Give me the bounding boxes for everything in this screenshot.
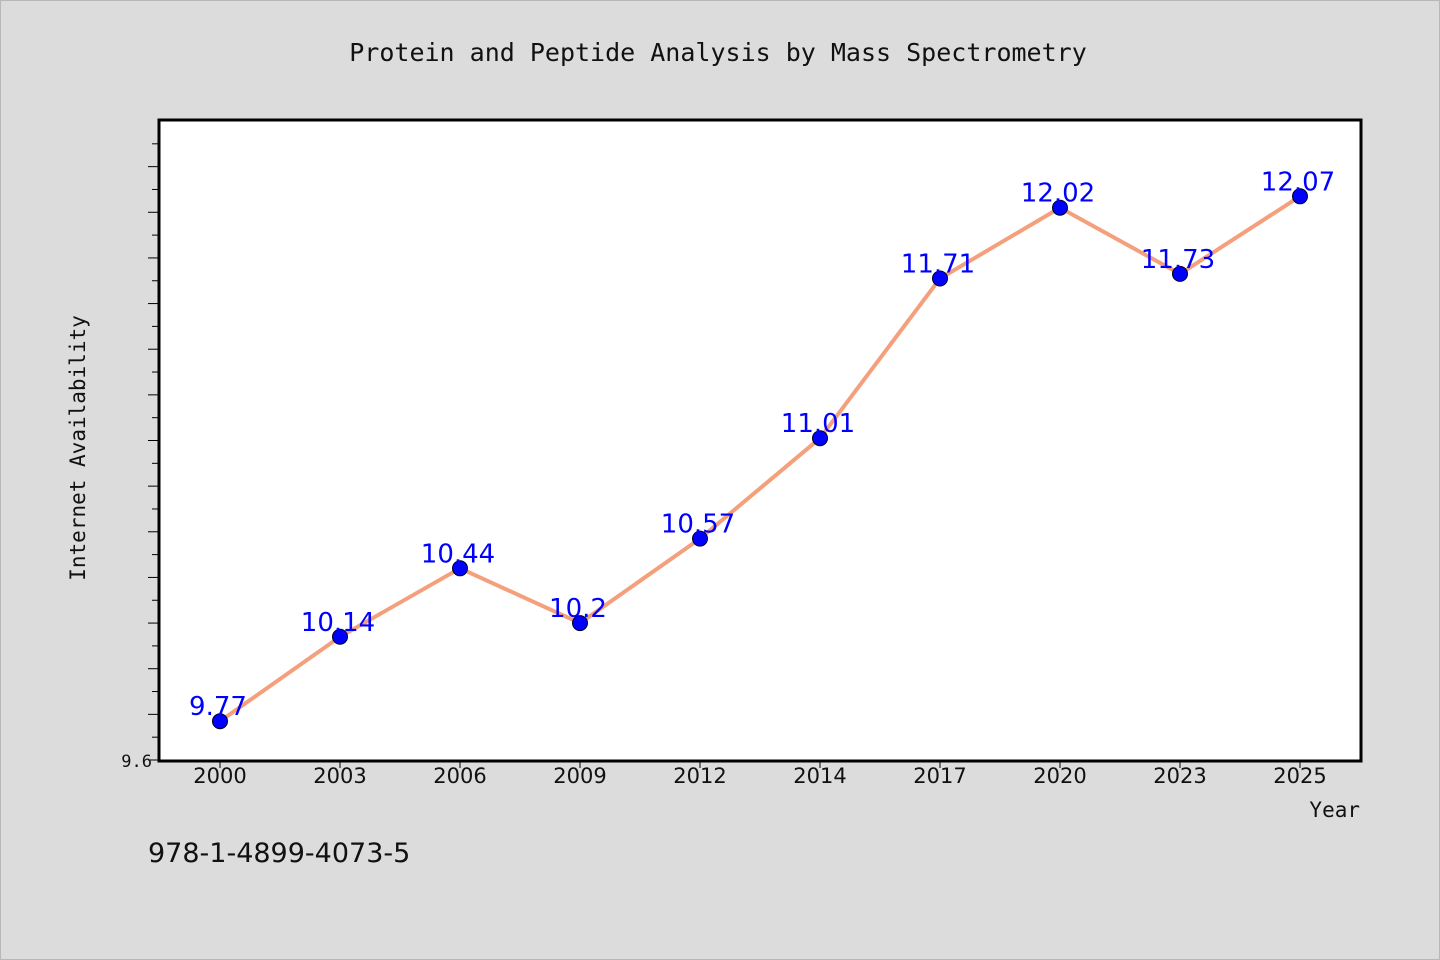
y-tick-label: 9.6 — [121, 752, 152, 772]
x-tick-label: 2000 — [193, 764, 246, 788]
data-point — [812, 430, 828, 447]
data-label: 11.73 — [1141, 245, 1215, 275]
data-point — [692, 530, 708, 547]
chart-title: Protein and Peptide Analysis by Mass Spe… — [349, 38, 1087, 67]
data-label: 10.14 — [301, 608, 375, 638]
x-tick-label: 2014 — [793, 764, 846, 788]
x-tick-label: 2009 — [553, 764, 606, 788]
data-point — [932, 270, 948, 287]
isbn-label: 978-1-4899-4073-5 — [148, 838, 410, 869]
data-label: 11.01 — [781, 409, 855, 439]
data-label: 12.07 — [1261, 167, 1335, 197]
data-label: 12.02 — [1021, 179, 1095, 209]
data-point — [1052, 199, 1068, 216]
y-axis-title: Internet Availability — [66, 315, 90, 581]
data-point — [1172, 265, 1188, 282]
x-tick-label: 2023 — [1153, 764, 1206, 788]
x-axis-title: Year — [1309, 798, 1360, 822]
y-axis-ticks — [148, 143, 160, 761]
plot-area — [157, 118, 1363, 763]
data-point — [332, 628, 348, 645]
x-tick-label: 2012 — [673, 764, 726, 788]
x-tick-label: 2020 — [1033, 764, 1086, 788]
data-point — [212, 713, 228, 730]
x-tick-label: 2025 — [1273, 764, 1326, 788]
x-tick-labels: 2000 2003 2006 2009 2012 2014 2017 2020 2023 2025 — [193, 764, 1326, 788]
data-label: 11.71 — [901, 249, 975, 279]
data-label: 10.57 — [661, 510, 735, 540]
x-tick-label: 2006 — [433, 764, 486, 788]
series-line — [218, 194, 1302, 723]
series-markers — [212, 188, 1308, 730]
data-point — [572, 615, 588, 632]
x-axis-ticks — [219, 760, 1301, 768]
data-point — [1292, 188, 1308, 205]
data-point — [452, 560, 468, 577]
data-label: 10.2 — [549, 594, 607, 624]
data-label: 9.77 — [189, 692, 247, 722]
data-label: 10.44 — [421, 539, 495, 569]
x-tick-label: 2017 — [913, 764, 966, 788]
data-labels: 9.77 10.14 10.44 10.2 10.57 11.01 11.71 12.02 11… — [189, 167, 1335, 722]
x-tick-label: 2003 — [313, 764, 366, 788]
